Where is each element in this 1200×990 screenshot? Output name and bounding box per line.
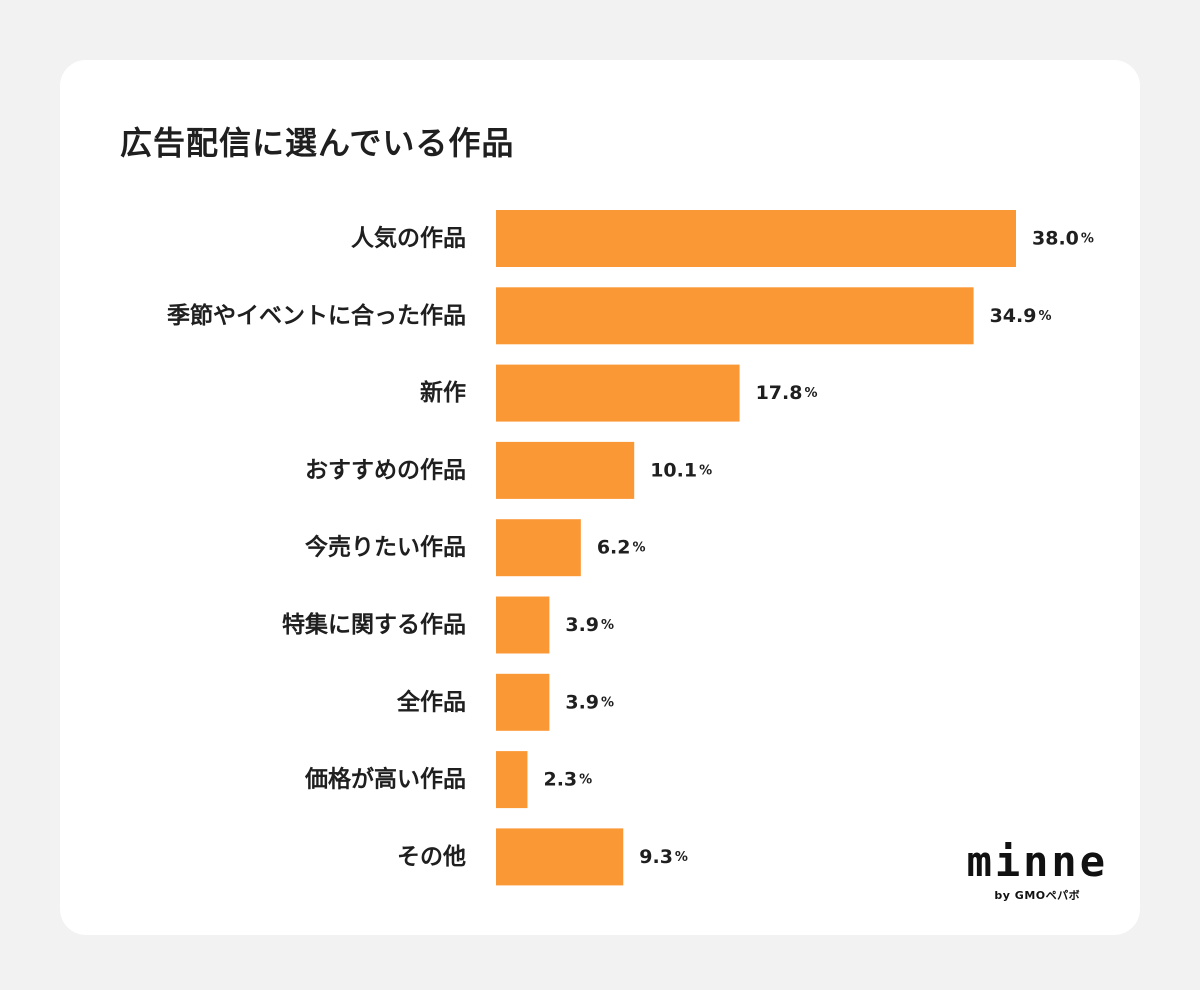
- logo-wordmark: minne: [966, 837, 1108, 886]
- category-label-2: 季節やイベントに合った作品: [167, 302, 466, 329]
- bar-chart: 人気の作品 38.0 % 季節やイベントに合った作品 34.9 % 新作 17.8 % おすすめの…: [167, 210, 1094, 886]
- value-label-4: 10.1%: [650, 459, 712, 481]
- chart-card: 広告配信に選んでいる作品 人気の作品 38.0% 季節やイベントに合った作品 34.9…: [60, 60, 1140, 935]
- category-label-6: 特集に関する作品: [282, 611, 466, 638]
- value-label-7: 3.9%: [565, 691, 614, 713]
- value-label-2: 34.9%: [990, 305, 1052, 327]
- value-label-1: 38.0%: [1032, 228, 1094, 250]
- bar-3: [496, 364, 740, 422]
- category-label-7: 全作品: [396, 688, 466, 715]
- category-label-4: おすすめの作品: [305, 457, 466, 483]
- bar-5: [496, 519, 581, 577]
- bar-1: [496, 210, 1016, 267]
- value-label-3: 17.8%: [756, 382, 818, 404]
- value-label-8: 2.3%: [543, 769, 592, 791]
- value-label-6: 3.9%: [565, 614, 614, 636]
- chart-title: 広告配信に選んでいる作品: [120, 124, 515, 162]
- category-label-1: 人気の作品: [351, 225, 466, 252]
- bar-6: [496, 596, 550, 654]
- category-label-3: 新作: [420, 379, 466, 406]
- bar-8: [496, 751, 528, 809]
- bar-4: [496, 441, 635, 499]
- value-label-9: 9.3%: [639, 846, 688, 868]
- logo-byline: by GMOペパボ: [994, 889, 1081, 902]
- value-label-5: 6.2%: [597, 537, 646, 559]
- category-label-5: 今売りたい作品: [305, 534, 466, 561]
- bar-2: [496, 287, 974, 345]
- bar-7: [496, 673, 550, 731]
- bar-9: [496, 828, 624, 886]
- category-label-9: その他: [397, 844, 466, 870]
- category-label-8: 価格が高い作品: [304, 766, 466, 793]
- minne-logo: minne by GMOペパボ: [967, 841, 1108, 903]
